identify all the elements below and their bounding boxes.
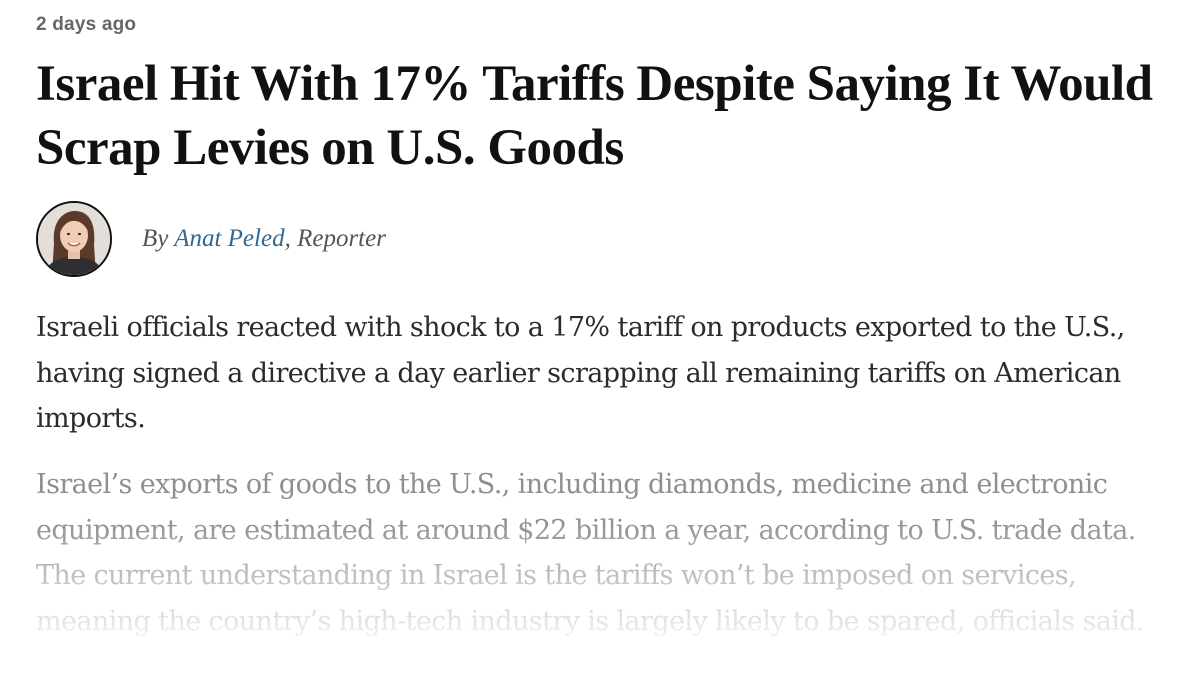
byline-separator: , (284, 225, 291, 252)
body-paragraph: Israel’s exports of goods to the U.S., i… (36, 469, 1145, 637)
author-avatar[interactable] (36, 201, 112, 277)
author-portrait-image (38, 203, 110, 275)
byline: By Anat Peled, Reporter (36, 201, 386, 277)
publish-timestamp: 2 days ago (36, 14, 137, 35)
byline-text: By Anat Peled, Reporter (142, 225, 386, 253)
article-headline: Israel Hit With 17% Tariffs Despite Sayi… (36, 56, 1153, 176)
author-name-link[interactable]: Anat Peled (174, 225, 285, 252)
lead-paragraph: Israeli officials reacted with shock to … (36, 312, 1125, 434)
byline-prefix: By (142, 225, 169, 252)
author-role: Reporter (297, 225, 386, 252)
